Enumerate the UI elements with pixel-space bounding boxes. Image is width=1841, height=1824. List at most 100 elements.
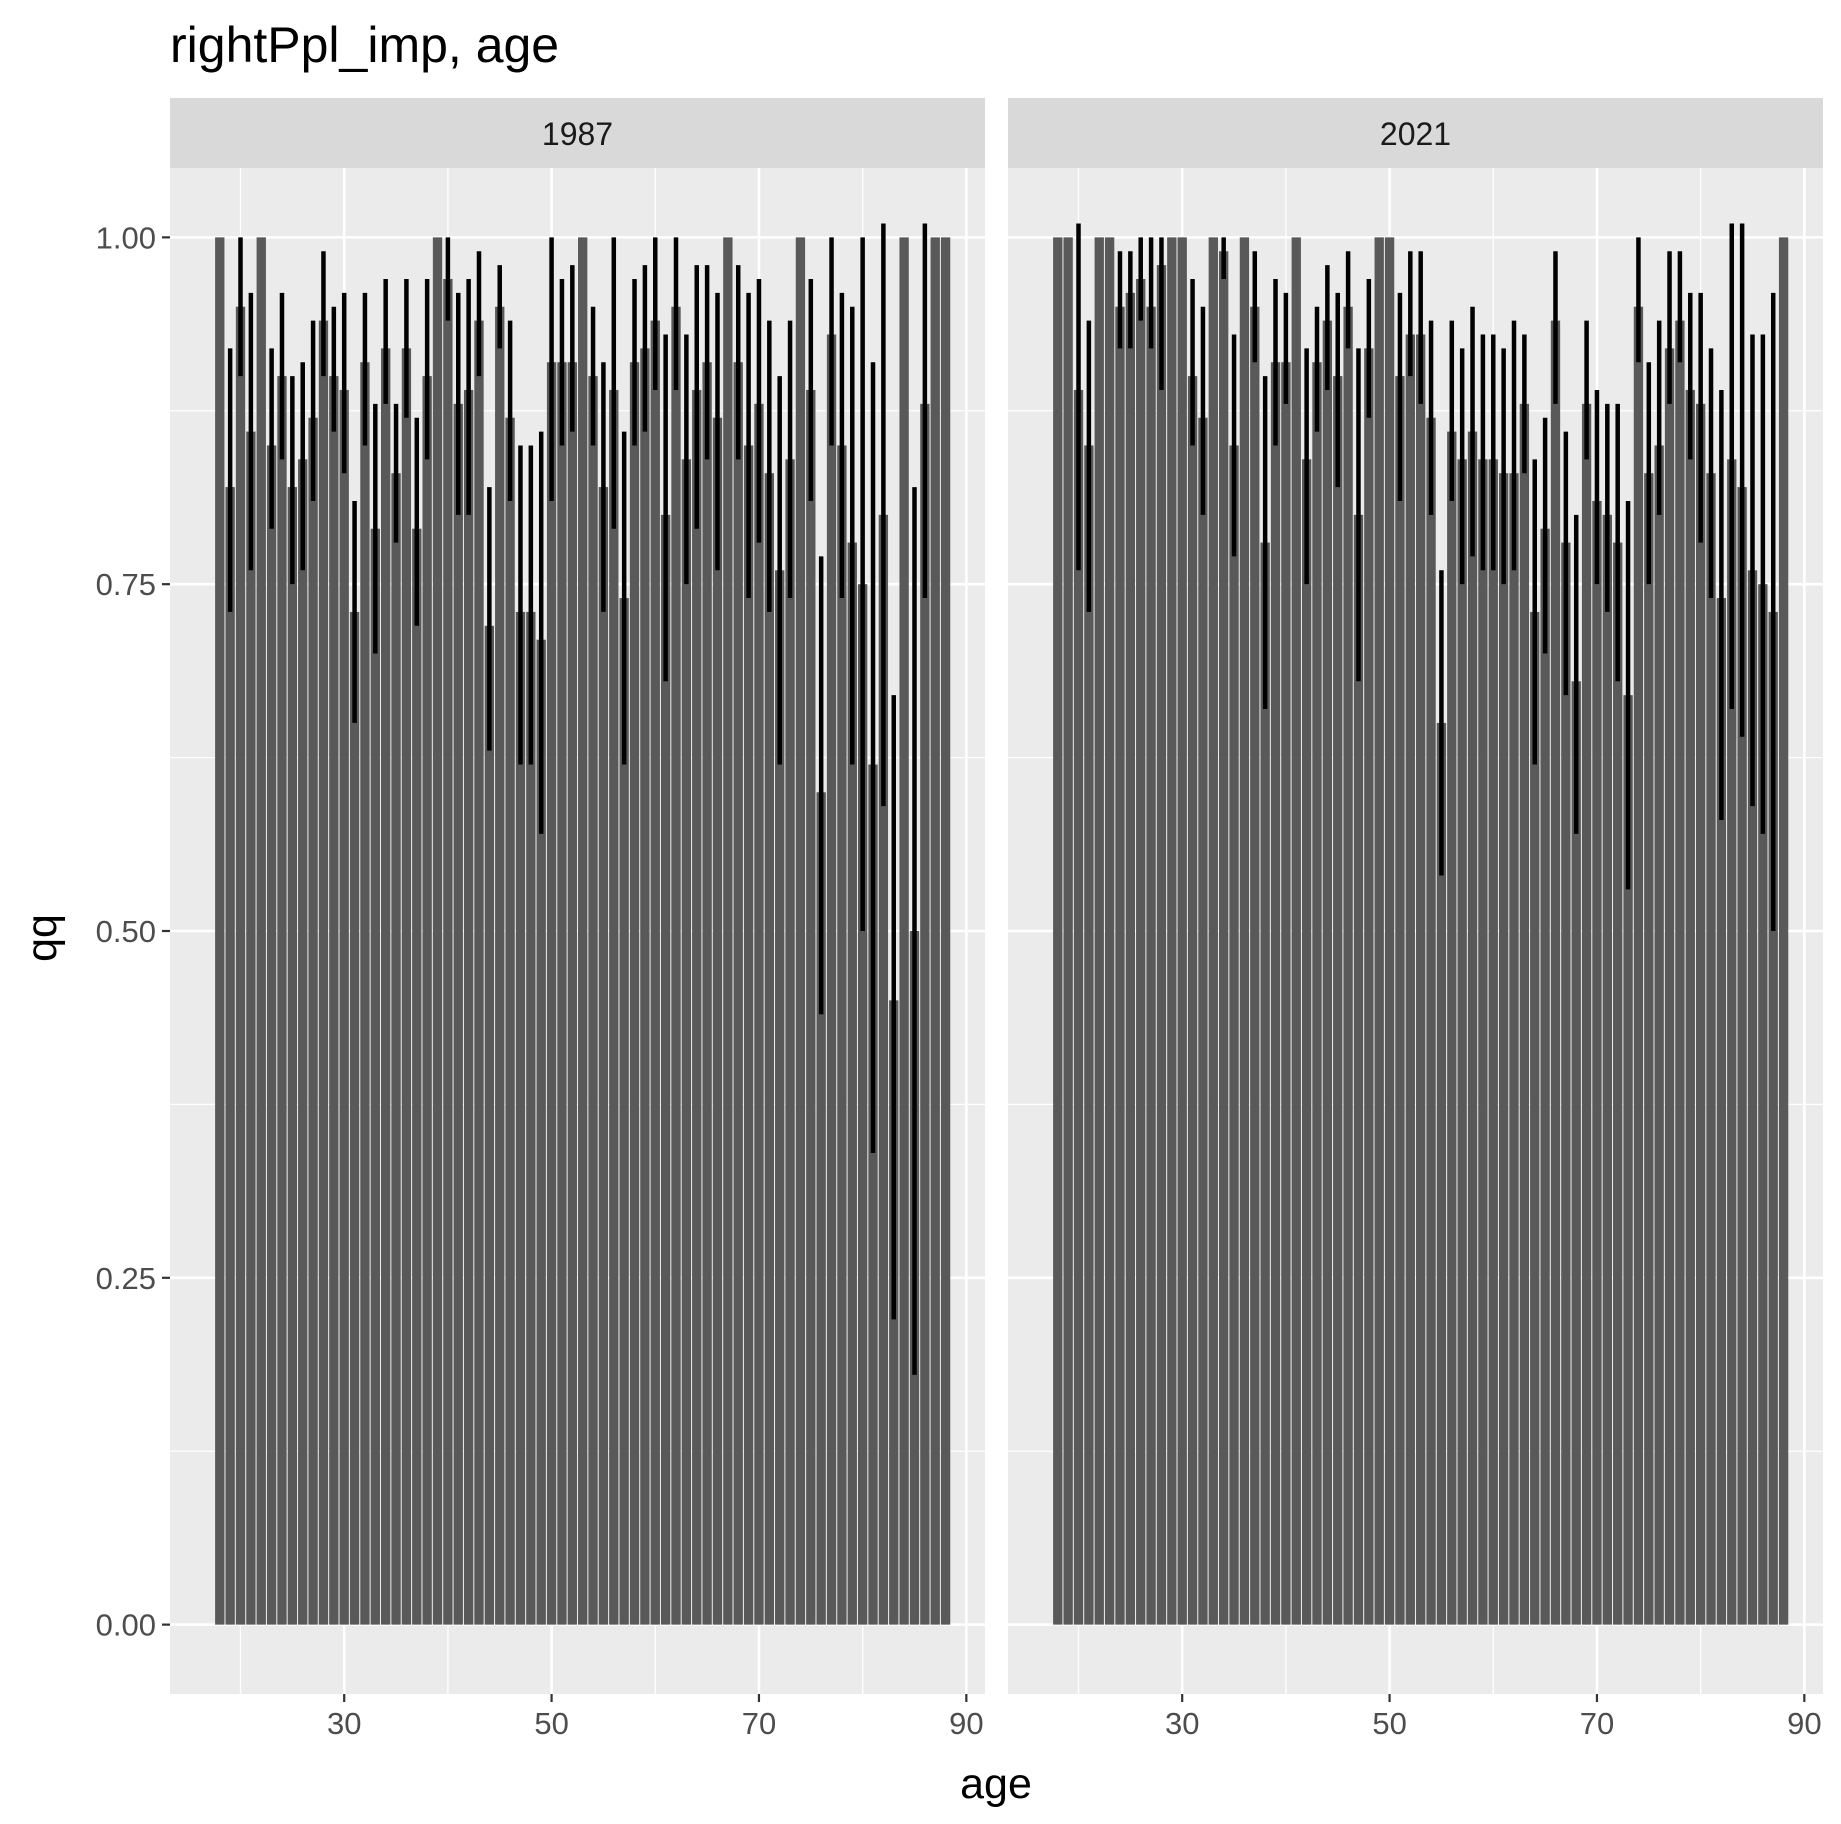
- bar-age-25: [1125, 292, 1136, 1625]
- bar-age-51: [557, 362, 567, 1625]
- y-axis: 0.00 0.25 0.50 0.75 1.00: [96, 220, 170, 1643]
- bar-age-59: [640, 348, 650, 1625]
- bar-age-23: [1104, 237, 1115, 1625]
- facet-panel-1987: 1987 30 50 70 90: [170, 98, 985, 1741]
- x-axis-title: age: [960, 1760, 1032, 1808]
- bar-age-29: [1167, 237, 1177, 1625]
- bar-age-46: [1343, 306, 1353, 1625]
- bar-age-77: [826, 334, 837, 1625]
- bar-age-21: [246, 431, 256, 1625]
- facet-strip-label: 1987: [542, 116, 613, 152]
- bar-age-55: [1436, 722, 1447, 1625]
- bar-age-22: [1094, 237, 1104, 1625]
- chart-title: rightPpl_imp, age: [170, 17, 559, 73]
- bar-age-68: [733, 362, 743, 1625]
- bar-age-61: [660, 514, 671, 1625]
- bar-age-63: [1519, 403, 1530, 1625]
- bar-age-24: [1115, 306, 1125, 1625]
- bar-age-88: [1778, 237, 1789, 1625]
- bar-age-30: [1177, 237, 1187, 1625]
- bar-age-40: [443, 278, 453, 1625]
- bar-age-39: [1270, 362, 1281, 1625]
- bar-age-81: [1706, 473, 1716, 1625]
- bar-age-60: [1488, 459, 1498, 1625]
- bar-age-25: [287, 487, 298, 1625]
- bar-age-78: [837, 445, 847, 1625]
- bar-age-36: [1239, 237, 1250, 1625]
- bar-age-73: [1623, 695, 1633, 1625]
- y-tick-label: 0.00: [96, 1608, 156, 1643]
- bar-age-68: [1571, 681, 1581, 1625]
- bar-age-70: [754, 403, 764, 1625]
- bar-age-61: [1498, 473, 1509, 1625]
- bar-age-40: [1281, 362, 1291, 1625]
- bar-age-44: [484, 625, 495, 1625]
- bar-age-27: [1146, 306, 1156, 1625]
- bar-age-31: [349, 611, 360, 1625]
- bar-age-35: [1229, 445, 1239, 1625]
- x-tick-label: 30: [1165, 1706, 1199, 1741]
- bar-age-72: [775, 570, 785, 1625]
- bar-age-82: [1716, 598, 1727, 1625]
- bar-age-42: [1301, 459, 1312, 1625]
- bar-age-64: [692, 389, 702, 1625]
- bar-age-88: [940, 237, 951, 1625]
- bar-age-50: [546, 362, 557, 1625]
- bar-age-37: [1250, 306, 1260, 1625]
- bar-age-23: [266, 445, 277, 1625]
- bar-age-41: [1291, 237, 1301, 1625]
- bar-age-71: [1602, 514, 1612, 1625]
- bar-age-49: [536, 639, 546, 1625]
- y-tick-label: 0.75: [96, 567, 156, 602]
- facets: 1987 30 50 70 90 2021 30 50 70 90: [170, 98, 1823, 1741]
- bar-age-79: [1685, 389, 1695, 1625]
- bar-age-19: [1063, 237, 1073, 1625]
- bar-age-56: [1447, 431, 1457, 1625]
- bar-age-52: [1405, 334, 1415, 1625]
- x-tick-label: 90: [949, 1706, 983, 1741]
- bar-age-72: [1613, 542, 1623, 1625]
- bar-age-52: [567, 362, 577, 1625]
- bar-age-65: [1540, 528, 1550, 1625]
- bar-age-34: [381, 348, 391, 1625]
- y-axis-title: qq: [18, 914, 66, 962]
- bar-age-45: [1333, 376, 1343, 1625]
- bar-age-77: [1664, 348, 1675, 1625]
- bar-age-20: [1073, 389, 1084, 1625]
- bar-age-37: [412, 528, 422, 1625]
- bar-age-26: [298, 459, 308, 1625]
- bar-age-38: [1260, 542, 1270, 1625]
- bar-age-81: [868, 764, 878, 1625]
- bar-age-74: [795, 237, 806, 1625]
- bar-age-18: [1053, 237, 1063, 1625]
- bar-age-86: [1758, 584, 1768, 1625]
- bar-age-35: [391, 473, 401, 1625]
- bar-age-62: [671, 306, 681, 1625]
- bar-age-21: [1084, 445, 1094, 1625]
- bar-age-38: [422, 376, 432, 1625]
- bar-age-73: [785, 459, 795, 1625]
- bar-age-74: [1633, 306, 1644, 1625]
- y-tick-label: 0.25: [96, 1261, 156, 1296]
- facet-strip: [170, 98, 985, 168]
- x-tick-label: 70: [1580, 1706, 1614, 1741]
- bar-age-33: [370, 528, 380, 1625]
- bar-age-69: [743, 445, 754, 1625]
- x-tick-label: 90: [1787, 1706, 1821, 1741]
- x-tick-label: 50: [1372, 1706, 1406, 1741]
- bar-age-47: [515, 611, 526, 1625]
- bar-age-44: [1322, 320, 1333, 1625]
- bar-age-65: [702, 362, 712, 1625]
- facet-strip: [1008, 98, 1823, 168]
- bar-age-36: [401, 348, 412, 1625]
- y-tick-label: 0.50: [96, 914, 156, 949]
- bar-age-53: [578, 237, 588, 1625]
- bar-age-59: [1478, 459, 1488, 1625]
- bar-age-31: [1187, 376, 1198, 1625]
- bar-age-57: [619, 598, 629, 1625]
- bar-age-80: [857, 584, 868, 1625]
- bar-age-87: [930, 237, 940, 1625]
- bar-age-54: [588, 376, 598, 1625]
- bar-age-43: [1312, 362, 1322, 1625]
- facet-strip-label: 2021: [1380, 116, 1451, 152]
